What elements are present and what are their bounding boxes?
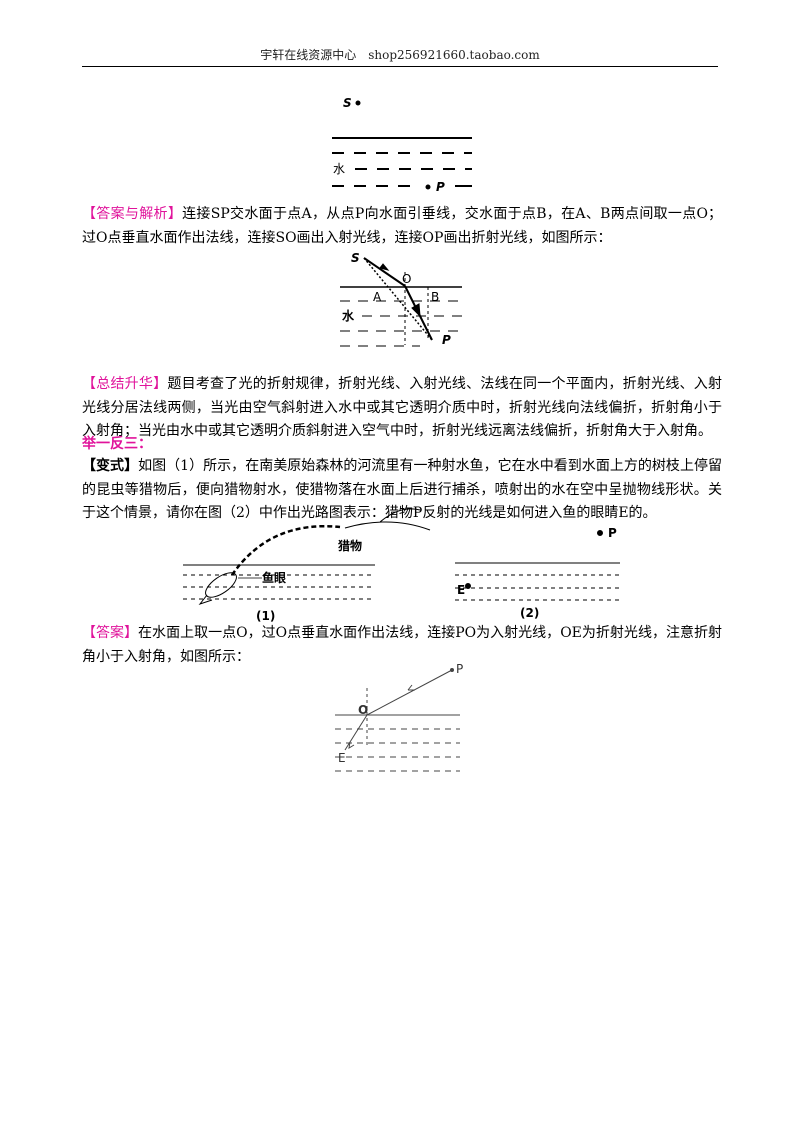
answer1: 【答案与解析】连接SP交水面于点A，从点P向水面引垂线，交水面于点B，在A、B两… (82, 203, 722, 250)
label: 【答案】 (82, 625, 139, 641)
label: 鱼眼 (262, 570, 286, 585)
label: A (373, 290, 382, 304)
label: 水 (342, 308, 355, 323)
label: S (351, 251, 360, 265)
practice-title: 举一反三： (82, 436, 152, 452)
label: 【变式】 (82, 458, 139, 474)
label: E (457, 583, 465, 597)
label: (1) (256, 609, 275, 623)
text: 如图（1）所示，在南美原始森林的河流里有一种射水鱼，它在水中看到水面上方的树枝上… (82, 458, 723, 521)
label: S (343, 96, 352, 110)
variant: 【变式】如图（1）所示，在南美原始森林的河流里有一种射水鱼，它在水中看到水面上方… (82, 455, 722, 526)
label: 猎物 (338, 538, 362, 553)
header: 宇轩在线资源中心 shop256921660.taobao.com (82, 46, 718, 67)
label: P (442, 333, 451, 347)
label: 【答案与解析】 (82, 206, 183, 222)
label: P (456, 662, 463, 676)
text: 题目考查了光的折射规律，折射光线、入射光线、法线在同一个平面内，折射光线、入射光… (82, 376, 723, 439)
label: P (436, 180, 445, 194)
label: E (338, 751, 346, 765)
text: 连接SP交水面于点A，从点P向水面引垂线，交水面于点B，在A、B两点间取一点O；… (82, 206, 723, 246)
text: 在水面上取一点O，过O点垂直水面作出法线，连接PO为入射光线，OE为折射光线，注… (82, 625, 722, 665)
label: (2) (520, 606, 539, 620)
label: B (431, 290, 439, 304)
figure2: S O A B 水 P (340, 251, 462, 347)
figure1: S 水 P (332, 96, 472, 194)
label: 【总结升华】 (82, 376, 168, 392)
label: 水 (333, 162, 345, 176)
label: O (402, 272, 411, 286)
label: P (608, 526, 617, 540)
answer2: 【答案】在水面上取一点O，过O点垂直水面作出法线，连接PO为入射光线，OE为折射… (82, 622, 722, 669)
figure4: P O E (335, 662, 463, 772)
figure3: 猎物 鱼眼 (1) P E (2) (183, 508, 620, 623)
label: O (358, 703, 368, 717)
summary: 【总结升华】题目考查了光的折射规律，折射光线、入射光线、法线在同一个平面内，折射… (82, 373, 722, 444)
